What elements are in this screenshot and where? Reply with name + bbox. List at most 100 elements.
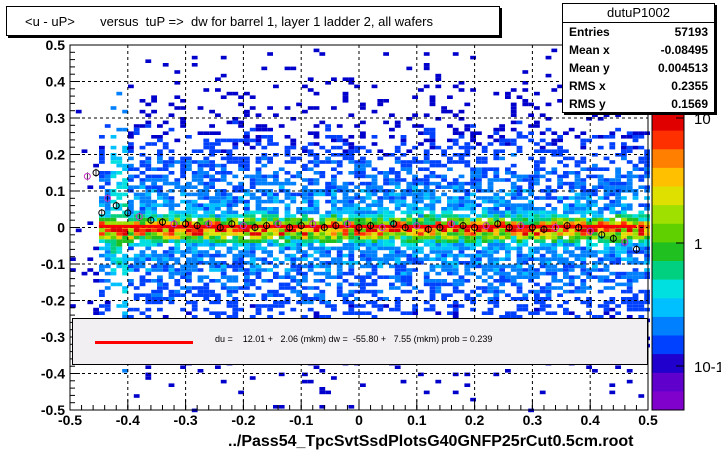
heatmap-cell — [87, 221, 94, 225]
heatmap-cell — [197, 221, 204, 225]
heatmap-cell — [406, 221, 413, 225]
heatmap-cell — [220, 379, 227, 384]
heatmap-cell — [423, 181, 430, 186]
heatmap-cell — [487, 214, 494, 218]
heatmap-cell — [441, 210, 447, 215]
heatmap-cell — [290, 214, 297, 218]
heatmap-cell — [626, 275, 633, 279]
heatmap-cell — [528, 275, 534, 279]
heatmap-cell — [435, 311, 442, 315]
heatmap-cell — [458, 156, 465, 161]
heatmap-cell — [278, 293, 285, 297]
heatmap-cell — [545, 264, 552, 269]
heatmap-cell — [302, 286, 308, 290]
heatmap-cell — [470, 145, 476, 150]
heatmap-cell — [516, 135, 523, 139]
heatmap-cell — [632, 196, 639, 200]
heatmap-cell — [441, 279, 447, 283]
heatmap-cell — [255, 271, 262, 276]
heatmap-cell — [534, 142, 540, 146]
heatmap-cell — [325, 232, 331, 236]
heatmap-cell — [116, 243, 123, 247]
heatmap-cell — [522, 88, 529, 92]
heatmap-cell — [232, 264, 239, 269]
profile-point — [482, 222, 490, 230]
heatmap-cell — [255, 221, 262, 225]
heatmap-cell — [261, 127, 268, 132]
heatmap-cell — [603, 135, 610, 139]
heatmap-cell — [394, 192, 401, 197]
heatmap-cell — [238, 120, 244, 125]
heatmap-cell — [626, 315, 633, 319]
heatmap-cell — [220, 221, 227, 225]
heatmap-cell — [110, 174, 117, 179]
heatmap-cell — [93, 307, 99, 312]
heatmap-cell — [319, 261, 326, 265]
heatmap-cell — [220, 264, 227, 269]
heatmap-cell — [383, 214, 389, 218]
heatmap-cell — [505, 203, 511, 207]
heatmap-cell — [290, 217, 297, 222]
heatmap-cell — [389, 221, 395, 225]
heatmap-cell — [377, 307, 384, 312]
heatmap-cell — [180, 239, 186, 243]
heatmap-cell — [157, 217, 163, 222]
heatmap-cell — [406, 210, 413, 215]
heatmap-cell — [394, 261, 401, 265]
heatmap-cell — [452, 228, 459, 233]
heatmap-cell — [220, 235, 227, 240]
heatmap-cell — [360, 235, 366, 240]
heatmap-cell — [447, 217, 453, 222]
heatmap-cell — [394, 217, 401, 222]
heatmap-cell — [609, 228, 616, 233]
heatmap-cell — [157, 300, 163, 305]
heatmap-cell — [400, 196, 407, 200]
heatmap-cell — [545, 304, 552, 308]
heatmap-cell — [574, 163, 581, 168]
heatmap-cell — [348, 232, 355, 236]
heatmap-cell — [626, 174, 633, 179]
heatmap-cell — [615, 232, 621, 236]
heatmap-cell — [458, 261, 465, 265]
heatmap-cell — [151, 199, 157, 204]
profile-point — [343, 220, 351, 228]
heatmap-cell — [574, 315, 581, 319]
heatmap-cell — [342, 203, 349, 207]
heatmap-cell — [528, 271, 534, 276]
heatmap-cell — [157, 297, 163, 301]
heatmap-cell — [313, 246, 320, 251]
heatmap-cell — [209, 235, 215, 240]
heatmap-cell — [215, 77, 221, 81]
heatmap-cell — [464, 199, 471, 204]
heatmap-cell — [319, 192, 326, 197]
heatmap-cell — [481, 279, 488, 283]
heatmap-cell — [470, 131, 476, 135]
palette-segment — [652, 130, 684, 150]
heatmap-cell — [406, 228, 413, 233]
heatmap-cell — [441, 235, 447, 240]
heatmap-cell — [273, 174, 279, 179]
heatmap-cell — [528, 124, 534, 128]
heatmap-cell — [133, 286, 140, 290]
heatmap-cell — [209, 293, 215, 297]
heatmap-cell — [580, 250, 587, 254]
palette-segment — [652, 335, 684, 355]
heatmap-cell — [412, 311, 418, 315]
heatmap-cell — [365, 149, 372, 153]
heatmap-cell — [574, 203, 581, 207]
heatmap-cell — [261, 207, 268, 211]
heatmap-cell — [499, 199, 505, 204]
heatmap-cell — [632, 131, 639, 135]
heatmap-cell — [104, 124, 111, 128]
heatmap-cell — [157, 214, 163, 218]
heatmap-cell — [203, 156, 210, 161]
heatmap-cell — [290, 264, 297, 269]
heatmap-cell — [470, 261, 476, 265]
heatmap-cell — [406, 279, 413, 283]
heatmap-cell — [220, 286, 227, 290]
heatmap-cell — [191, 232, 198, 236]
heatmap-cell — [232, 297, 239, 301]
heatmap-cell — [441, 282, 447, 287]
heatmap-cell — [429, 293, 436, 297]
heatmap-cell — [302, 221, 308, 225]
